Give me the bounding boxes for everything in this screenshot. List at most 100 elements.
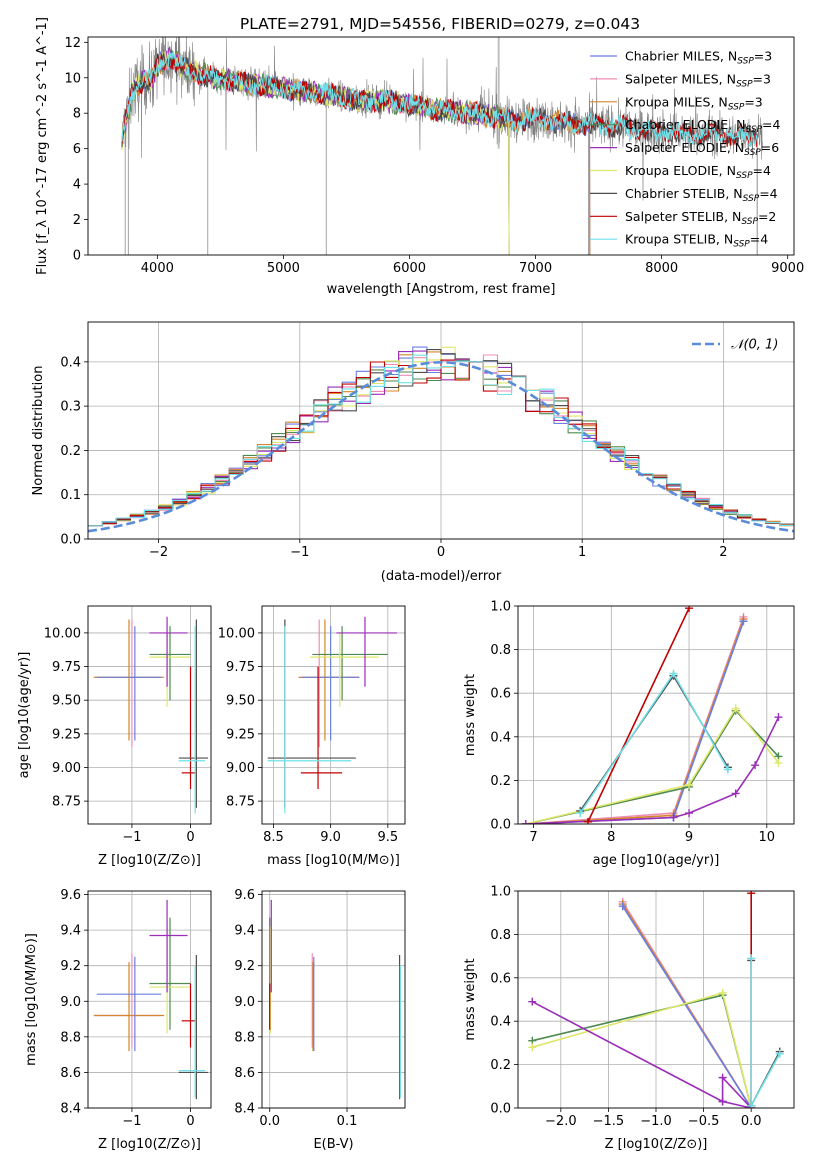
y-tick-label: 9.25 <box>52 727 81 742</box>
panel-massweight-vs-Z: −2.0 −1.5 −1.0 −0.5 0.0 0.0 0.2 0.4 0.6 0.8 1.0 Z [… <box>463 885 795 1152</box>
y-tick-label: 9.0 <box>60 995 81 1010</box>
series-line <box>525 616 745 824</box>
x-tick-label: 5000 <box>267 261 300 276</box>
y-tick-label: 8.6 <box>60 1066 81 1081</box>
plus-marker <box>731 704 740 713</box>
series-line <box>750 960 781 1107</box>
y-tick-label: 0.4 <box>490 1015 511 1030</box>
masked-region <box>497 37 500 149</box>
data-point <box>93 619 165 741</box>
y-tick-label: 0.4 <box>490 730 511 745</box>
series-line <box>750 958 781 1107</box>
y-tick-label: 12 <box>64 36 81 51</box>
legend-model-name: Kroupa STELIB, N <box>625 232 733 247</box>
legend-nssp-value: =3 <box>744 94 762 109</box>
legend-label: Salpeter ELODIE, NSSP=6 <box>625 140 779 158</box>
x-tick-label: 2 <box>719 545 727 560</box>
series-line <box>587 607 690 823</box>
plot-area-massweight-vs-age <box>521 606 783 824</box>
plus-marker <box>774 713 783 722</box>
model-fit-line <box>121 48 510 255</box>
legend-label: Chabrier ELODIE, NSSP=4 <box>625 117 780 135</box>
data-point <box>93 619 162 748</box>
data-point <box>181 666 197 790</box>
y-tick-label: 0.6 <box>490 687 511 702</box>
data-point <box>149 917 191 1030</box>
y-tick-label: 0.0 <box>60 533 81 548</box>
data-point <box>181 983 197 1048</box>
plus-marker <box>685 606 694 613</box>
x-tick-label: 0 <box>186 1114 194 1129</box>
x-tick-label: 9.0 <box>320 830 341 845</box>
plus-marker <box>747 954 756 963</box>
series-salpeter-miles <box>521 612 748 824</box>
model-fit-line <box>121 52 591 255</box>
x-tick-label: 7000 <box>519 261 552 276</box>
y-tick-label: 9.50 <box>226 694 255 709</box>
series-line <box>525 709 780 824</box>
plus-marker <box>685 809 694 818</box>
model-fit-line <box>121 51 591 255</box>
data-point <box>178 619 209 808</box>
y-tick-label: 0.1 <box>60 488 81 503</box>
chart-title: PLATE=2791, MJD=54556, FIBERID=0279, z=0… <box>240 15 640 33</box>
legend-model-name: Kroupa ELODIE, N <box>625 163 736 178</box>
y-tick-label: 8 <box>73 107 81 122</box>
legend-nssp-value: =4 <box>750 232 768 247</box>
y-axis-label: Flux [f_λ 10^-17 erg cm^-2 s^-1 A^-1] <box>35 17 50 275</box>
plus-marker <box>747 1101 756 1108</box>
data-point <box>312 626 388 701</box>
series-chabrier-elodie <box>528 991 756 1108</box>
legend-model-name: Chabrier ELODIE, N <box>625 117 745 132</box>
x-tick-label: 0.0 <box>741 1114 762 1129</box>
series-line <box>532 994 752 1108</box>
legend-label: Kroupa ELODIE, NSSP=4 <box>625 163 771 181</box>
series-line <box>532 992 752 1108</box>
plus-marker <box>747 891 756 898</box>
y-tick-label: 1.0 <box>490 600 511 615</box>
y-tick-label: 0.8 <box>490 928 511 943</box>
y-tick-label: 9.00 <box>52 761 81 776</box>
data-point <box>178 626 206 814</box>
series-line <box>525 707 780 824</box>
y-axis-label: mass weight <box>463 674 478 756</box>
x-axis-label: Z [log10(Z/Z⊙)] <box>98 853 201 868</box>
x-tick-label: 1 <box>578 545 586 560</box>
x-tick-label: 0 <box>437 545 445 560</box>
series-chabrier-elodie <box>521 706 783 824</box>
y-tick-label: 9.0 <box>234 995 255 1010</box>
legend-model-name: Salpeter MILES, N <box>625 71 736 86</box>
y-tick-label: 9.2 <box>60 959 81 974</box>
y-tick-label: 8.6 <box>234 1066 255 1081</box>
axes-frame <box>261 605 406 825</box>
x-axis-label: Z [log10(Z/Z⊙)] <box>605 1137 708 1152</box>
data-point <box>302 626 360 741</box>
plus-marker <box>528 1043 537 1052</box>
data-point <box>178 955 209 1100</box>
x-tick-label: 9000 <box>771 261 804 276</box>
x-axis-label: E(B-V) <box>313 1137 353 1152</box>
y-tick-label: 0.2 <box>60 444 81 459</box>
panel-mass-vs-Z: −1 0 8.4 8.6 8.8 9.0 9.2 9.4 9.6 Z [log10(Z/Z⊙)] m… <box>24 888 212 1152</box>
y-tick-label: 8.8 <box>234 1030 255 1045</box>
series-kroupa-stelib <box>747 954 784 1108</box>
series-kroupa-elodie <box>521 704 783 824</box>
legend-label: Chabrier MILES, NSSP=3 <box>625 49 772 67</box>
plus-marker <box>739 617 748 626</box>
legend-label: Chabrier STELIB, NSSP=4 <box>625 186 778 204</box>
y-tick-label: 0.0 <box>490 1102 511 1117</box>
y-tick-label: 9.75 <box>226 660 255 675</box>
plot-area-residuals <box>88 346 794 533</box>
y-axis-label: age [log10(age/yr)] <box>17 652 32 779</box>
y-tick-label: 0.3 <box>60 400 81 415</box>
y-tick-label: 0.6 <box>490 971 511 986</box>
plot-area-age-vs-mass <box>267 616 397 814</box>
panel-age-vs-Z: −1 0 8.75 9.00 9.25 9.50 9.75 10.00 Z [log10(Z/Z… <box>17 605 212 868</box>
y-tick-label: 0 <box>73 249 81 264</box>
series-line <box>525 716 780 824</box>
y-tick-label: 6 <box>73 142 81 157</box>
x-tick-label: −1 <box>290 545 309 560</box>
series-salpeter-stelib <box>583 606 694 824</box>
y-tick-label: 8.8 <box>60 1030 81 1045</box>
plus-marker <box>718 1073 727 1082</box>
